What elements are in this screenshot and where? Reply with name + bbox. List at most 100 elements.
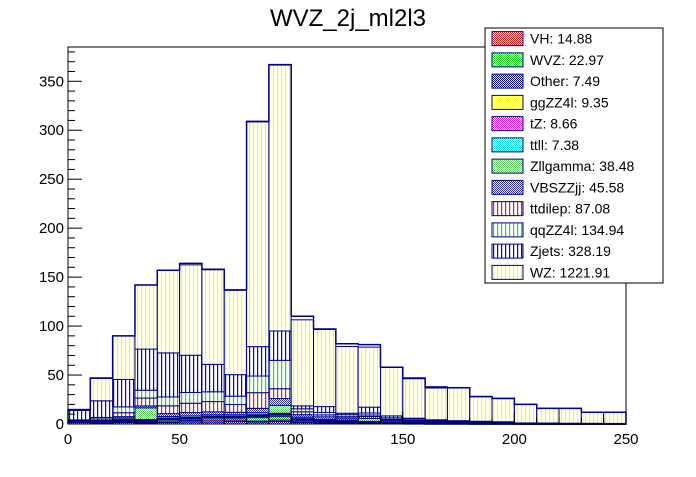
legend-swatch	[491, 179, 524, 195]
y-tick-label: 200	[39, 220, 64, 237]
bar-WZ-23	[580, 411, 605, 424]
series-WZ	[67, 64, 627, 424]
bar-Zjets-8	[246, 346, 270, 377]
bar-Zjets-13	[357, 406, 381, 414]
y-tick-label: 150	[39, 269, 64, 286]
legend-label: VH: 14.88	[530, 31, 592, 47]
bar-WZ-20	[513, 403, 538, 424]
bar-VBSZZjj-8	[246, 407, 270, 414]
bar-WZ-6	[201, 269, 225, 365]
legend-entry-VBSZZjj: VBSZZjj: 45.58	[491, 179, 624, 195]
bar-ttdilep-5	[179, 402, 203, 414]
bar-WZ-3	[134, 284, 158, 350]
legend-swatch	[491, 52, 524, 68]
bar-Zjets-7	[223, 374, 248, 397]
y-tick-label: 0	[56, 416, 64, 433]
bar-qqZZ4l-5	[179, 391, 203, 404]
legend-swatch	[491, 243, 524, 259]
bar-Zllgamma-3	[134, 407, 158, 421]
legend-entry-Zllgamma: Zllgamma: 38.48	[491, 158, 634, 174]
y-tick-label: 350	[39, 73, 64, 90]
bar-Zjets-9	[268, 330, 292, 361]
bar-Zjets-5	[179, 354, 203, 393]
legend-box	[484, 27, 664, 284]
bar-WZ-2	[112, 335, 136, 380]
bar-Zjets-6	[201, 363, 225, 393]
bar-WZ-24	[603, 411, 627, 424]
stacked-bars	[67, 64, 627, 425]
bar-VBSZZjj-9	[268, 398, 292, 406]
bar-WZ-5	[179, 264, 203, 356]
bar-WZ-1	[89, 377, 114, 402]
legend-swatch	[491, 73, 524, 89]
bar-Zjets-2	[112, 378, 136, 408]
bar-WZ-11	[313, 329, 337, 408]
bar-qqZZ4l-9	[268, 359, 292, 390]
bar-ttdilep-6	[201, 401, 225, 413]
legend-label: Zllgamma: 38.48	[530, 158, 634, 174]
bar-WZ-15	[402, 378, 426, 419]
y-tick-label: 300	[39, 122, 64, 139]
x-tick-label: 50	[171, 431, 188, 448]
bar-Zjets-1	[89, 400, 114, 418]
legend-label: WVZ: 22.97	[530, 52, 604, 68]
legend-label: VBSZZjj: 45.58	[530, 179, 624, 195]
legend-label: qqZZ4l: 134.94	[530, 222, 624, 238]
legend-label: ttdilep: 87.08	[530, 201, 610, 217]
legend-entry-ttdilep: ttdilep: 87.08	[491, 201, 610, 217]
bar-ttdilep-4	[156, 405, 181, 415]
bar-ttdilep-9	[268, 388, 292, 400]
y-tick-label: 100	[39, 318, 64, 335]
bar-WZ-4	[156, 269, 181, 354]
legend-swatch	[491, 137, 524, 153]
bar-ttdilep-7	[223, 404, 248, 413]
legend-label: tZ: 8.66	[530, 116, 578, 132]
legend-swatch	[491, 201, 524, 217]
legend-swatch	[491, 116, 524, 132]
bar-ttdilep-2	[112, 412, 136, 418]
legend-swatch	[491, 222, 524, 238]
legend-entry-WZ: WZ: 1221.91	[491, 264, 610, 280]
bar-ttdilep-3	[134, 397, 158, 407]
x-tick-label: 100	[279, 431, 304, 448]
bar-ttdilep-8	[246, 392, 270, 409]
bar-Zjets-11	[313, 406, 337, 413]
bar-qqZZ4l-7	[223, 395, 248, 406]
legend-swatch	[491, 264, 524, 280]
bar-WVZ-9	[268, 416, 292, 421]
bar-Zjets-4	[156, 352, 181, 398]
legend-entry-ggZZ4l: ggZZ4l: 9.35	[491, 94, 609, 110]
legend-entry-ttll: ttll: 7.38	[491, 137, 579, 153]
legend-swatch	[491, 94, 524, 110]
chart-title: WVZ_2j_ml2l3	[270, 5, 426, 32]
x-tick-label: 200	[502, 431, 527, 448]
bar-WZ-12	[335, 346, 359, 414]
x-tick-label: 250	[613, 431, 638, 448]
bar-WZ-7	[223, 289, 248, 376]
bar-WZ-22	[558, 407, 582, 424]
bar-qqZZ4l-3	[134, 389, 158, 399]
bar-Zjets-0	[67, 409, 91, 421]
y-tick-label: 50	[47, 367, 64, 384]
legend: VH: 14.88 WVZ: 22.97 Other: 7.49 ggZZ4l: 9.…	[484, 27, 664, 284]
legend-label: ggZZ4l: 9.35	[530, 94, 609, 110]
bar-VBSZZjj-5	[179, 412, 203, 417]
legend-label: Other: 7.49	[530, 73, 600, 89]
y-tick-label: 250	[39, 171, 64, 188]
legend-entry-qqZZ4l: qqZZ4l: 134.94	[491, 222, 624, 238]
legend-label: Zjets: 328.19	[530, 243, 611, 259]
legend-label: ttll: 7.38	[530, 137, 579, 153]
legend-entry-Zjets: Zjets: 328.19	[491, 243, 611, 259]
bar-WZ-8	[246, 121, 270, 348]
bar-qqZZ4l-4	[156, 396, 181, 407]
bar-WZ-14	[379, 366, 404, 417]
bar-WZ-16	[424, 386, 448, 421]
bar-Zjets-3	[134, 348, 158, 391]
legend-label: WZ: 1221.91	[530, 264, 610, 280]
bar-WZ-17	[446, 386, 471, 422]
legend-swatch	[491, 158, 524, 174]
bar-WVZ-8	[246, 417, 270, 422]
bar-Zllgamma-9	[268, 404, 292, 414]
